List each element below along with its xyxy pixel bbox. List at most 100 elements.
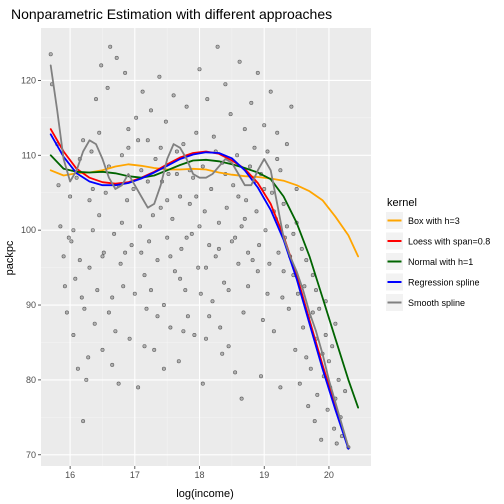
data-point bbox=[262, 123, 267, 128]
data-point bbox=[97, 213, 102, 218]
data-point bbox=[255, 269, 260, 274]
data-point bbox=[119, 153, 124, 158]
data-point bbox=[233, 370, 238, 375]
data-point bbox=[106, 310, 111, 315]
data-point bbox=[205, 97, 210, 102]
data-point bbox=[197, 67, 202, 72]
data-point bbox=[278, 385, 283, 390]
data-point bbox=[275, 157, 280, 162]
data-point bbox=[68, 194, 73, 199]
series-line bbox=[49, 133, 350, 450]
data-point bbox=[73, 276, 78, 281]
data-point bbox=[317, 306, 322, 311]
data-point bbox=[231, 183, 236, 188]
data-point bbox=[108, 44, 113, 49]
data-point bbox=[280, 295, 285, 300]
data-point bbox=[71, 332, 76, 337]
data-point bbox=[289, 104, 294, 109]
data-point bbox=[246, 250, 251, 255]
data-point bbox=[215, 44, 220, 49]
data-point bbox=[194, 130, 199, 135]
data-point bbox=[242, 127, 247, 132]
data-point bbox=[228, 112, 233, 117]
data-point bbox=[226, 288, 231, 293]
data-point bbox=[79, 295, 84, 300]
chart-title: Nonparametric Estimation with different … bbox=[11, 6, 332, 22]
series-lines bbox=[49, 64, 359, 450]
data-point bbox=[252, 145, 257, 150]
legend-label: Normal with h=1 bbox=[408, 257, 473, 267]
y-tick-label: 100 bbox=[21, 225, 36, 235]
data-point bbox=[136, 138, 141, 143]
data-point bbox=[136, 385, 141, 390]
data-point bbox=[139, 168, 144, 173]
data-point bbox=[116, 381, 121, 386]
data-point bbox=[249, 100, 254, 105]
data-point bbox=[99, 63, 104, 68]
data-point bbox=[302, 284, 307, 289]
y-axis-title: packpc bbox=[4, 240, 16, 275]
data-point bbox=[84, 377, 89, 382]
data-point bbox=[90, 187, 95, 192]
data-point bbox=[152, 347, 157, 352]
data-point bbox=[125, 198, 130, 203]
data-point bbox=[198, 291, 203, 296]
data-point bbox=[204, 265, 209, 270]
data-point bbox=[119, 220, 124, 225]
data-point bbox=[161, 302, 166, 307]
legend-label: Loess with span=0.8 bbox=[408, 237, 490, 247]
data-point bbox=[192, 332, 197, 337]
data-point bbox=[299, 246, 304, 251]
data-point bbox=[265, 291, 270, 296]
legend-label: Box with h=3 bbox=[408, 216, 460, 226]
data-point bbox=[276, 250, 281, 255]
legend-title: kernel bbox=[387, 197, 417, 209]
data-point bbox=[213, 254, 218, 259]
data-point bbox=[142, 344, 147, 349]
data-point bbox=[110, 362, 115, 367]
data-point bbox=[304, 258, 309, 263]
data-point bbox=[181, 142, 186, 147]
data-point bbox=[134, 115, 139, 120]
data-point bbox=[194, 194, 199, 199]
data-point bbox=[147, 239, 152, 244]
data-point bbox=[178, 276, 183, 281]
data-point bbox=[81, 419, 86, 424]
data-point bbox=[184, 104, 189, 109]
data-point bbox=[226, 344, 231, 349]
data-point bbox=[178, 194, 183, 199]
data-point bbox=[301, 325, 306, 330]
data-point bbox=[260, 317, 265, 322]
data-point bbox=[161, 366, 166, 371]
data-point bbox=[248, 164, 253, 169]
data-point bbox=[308, 366, 313, 371]
data-point bbox=[176, 359, 181, 364]
x-tick-label: 20 bbox=[324, 470, 334, 480]
data-point bbox=[48, 52, 53, 57]
data-point bbox=[310, 310, 315, 315]
data-point bbox=[144, 306, 149, 311]
data-point bbox=[77, 258, 82, 263]
data-point bbox=[267, 261, 272, 266]
data-point bbox=[235, 153, 240, 158]
data-point bbox=[155, 314, 160, 319]
data-point bbox=[269, 190, 274, 195]
data-point bbox=[168, 325, 173, 330]
data-point bbox=[179, 246, 184, 251]
data-point bbox=[332, 426, 337, 431]
data-point bbox=[304, 355, 309, 360]
data-point bbox=[140, 89, 145, 94]
data-point bbox=[255, 70, 260, 75]
data-point bbox=[171, 93, 176, 98]
data-point bbox=[170, 216, 175, 221]
data-point bbox=[110, 295, 115, 300]
data-point bbox=[291, 231, 296, 236]
data-point bbox=[297, 381, 302, 386]
data-point bbox=[197, 224, 202, 229]
data-point bbox=[74, 175, 79, 180]
y-tick-label: 80 bbox=[26, 375, 36, 385]
data-point bbox=[258, 374, 263, 379]
data-point bbox=[202, 209, 207, 214]
data-point bbox=[69, 239, 74, 244]
